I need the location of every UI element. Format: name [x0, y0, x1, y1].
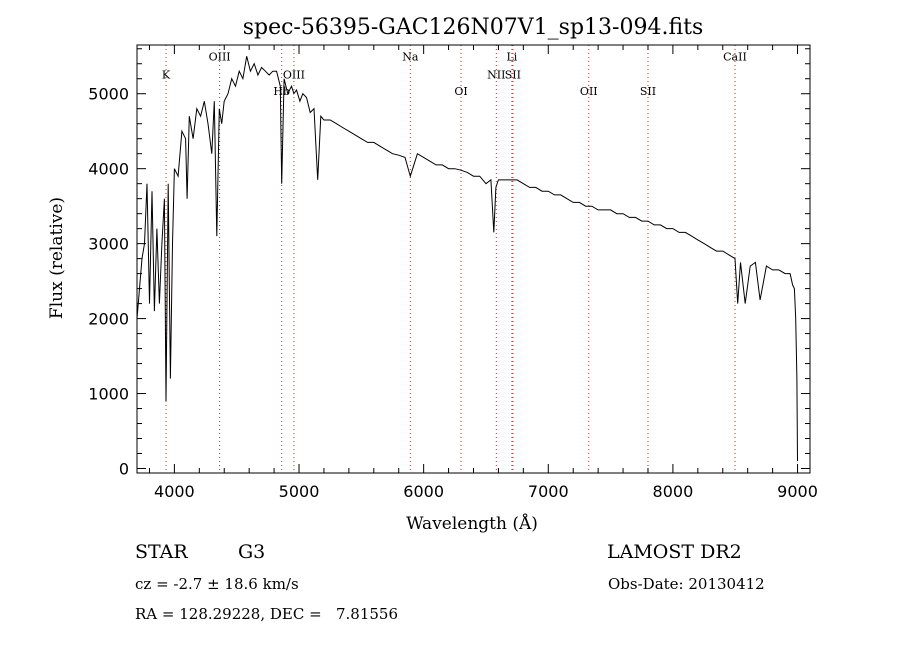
y-tick-label-5: 5000 [88, 85, 129, 104]
coordinates: RA = 128.29228, DEC = 7.81556 [135, 605, 399, 623]
y-tick-label-1: 1000 [88, 385, 129, 404]
line-label-4: Na [402, 51, 419, 64]
y-axis-label: Flux (relative) [47, 197, 67, 319]
line-label-7: Li [506, 51, 517, 64]
spectrum-line [136, 56, 798, 462]
plot-frame [136, 44, 811, 474]
line-label-9: OII [580, 85, 598, 98]
x-tick-label-4: 8000 [653, 482, 694, 501]
x-tick-label-0: 4000 [154, 482, 195, 501]
line-label-5: OI [454, 85, 467, 98]
chart-title: spec-56395-GAC126N07V1_sp13-094.fits [243, 15, 704, 40]
y-axis: 0 1000 2000 3000 4000 5000 [88, 48, 810, 479]
line-label-1: OIII [209, 51, 231, 64]
y-tick-label-4: 4000 [88, 160, 129, 179]
line-label-3: OIII [283, 69, 305, 82]
redshift-text: cz = -2.7 ± 18.6 km/s [135, 575, 299, 593]
object-class: STAR [135, 541, 188, 563]
y-tick-label-3: 3000 [88, 235, 129, 254]
obs-date: Obs-Date: 20130412 [608, 575, 765, 593]
x-tick-label-5: 9000 [777, 482, 818, 501]
x-axis: 4000 5000 6000 7000 8000 9000 [148, 45, 818, 501]
subclass: G3 [238, 541, 266, 563]
survey-name: LAMOST DR2 [607, 541, 742, 563]
line-label-2: Hb [273, 85, 290, 98]
line-label-6: NII [487, 69, 505, 82]
y-tick-label-2: 2000 [88, 310, 129, 329]
y-tick-label-0: 0 [119, 460, 129, 479]
line-label-10: SII [640, 85, 656, 98]
x-axis-label: Wavelength (Å) [406, 513, 538, 534]
x-tick-label-2: 6000 [403, 482, 444, 501]
line-label-0: K [162, 69, 171, 82]
line-label-8: SII [505, 69, 521, 82]
line-label-11: CaII [723, 51, 747, 64]
x-tick-label-1: 5000 [279, 482, 320, 501]
x-tick-label-3: 7000 [528, 482, 569, 501]
